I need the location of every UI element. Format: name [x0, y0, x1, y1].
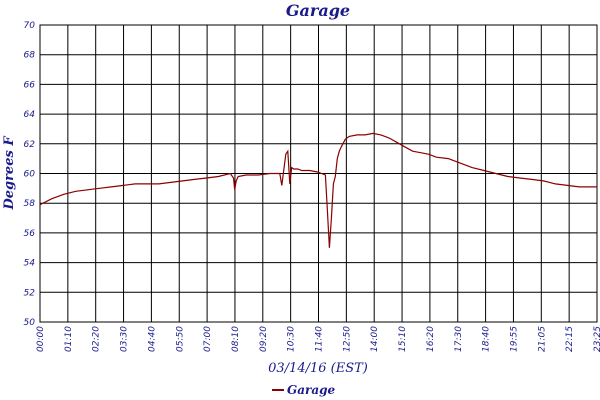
y-tick-label: 58: [24, 199, 36, 209]
y-tick-label: 66: [24, 80, 36, 90]
y-tick-label: 68: [24, 51, 36, 61]
x-tick-label: 23:25: [593, 326, 600, 352]
y-tick-label: 64: [24, 110, 36, 120]
x-tick-label: 05:50: [175, 326, 185, 352]
y-axis-label: Degrees F: [2, 136, 17, 211]
x-tick-label: 17:30: [454, 326, 464, 352]
y-tick-label: 70: [24, 21, 36, 31]
x-tick-label: 21:05: [537, 326, 547, 352]
x-tick-label: 12:50: [342, 326, 352, 352]
x-axis-label: 03/14/16 (EST): [268, 361, 368, 376]
x-tick-label: 11:40: [315, 326, 325, 352]
y-tick-label: 54: [24, 259, 36, 269]
plot-frame: [39, 24, 598, 323]
x-tick-label: 01:10: [64, 326, 74, 352]
legend-label-garage: Garage: [287, 383, 336, 397]
x-tick-label: 10:30: [287, 326, 297, 352]
x-tick-label: 00:00: [36, 326, 46, 352]
x-axis-ticks: 00:00 01:10 02:20 03:30 04:40 05:50 07:00 08:10…: [36, 326, 600, 352]
grid-lines: [40, 25, 597, 322]
y-tick-label: 50: [24, 318, 36, 328]
y-axis-ticks: 50 52 54 56 58 60 62 64 66 68 70: [24, 21, 36, 328]
y-tick-label: 62: [24, 140, 36, 150]
x-tick-label: 19:55: [509, 326, 519, 352]
x-tick-label: 09:20: [259, 326, 269, 352]
x-tick-label: 02:20: [92, 326, 102, 352]
x-tick-label: 08:10: [231, 326, 241, 352]
y-tick-label: 60: [24, 170, 36, 180]
x-tick-label: 15:10: [398, 326, 408, 352]
x-tick-label: 22:15: [565, 326, 575, 352]
x-tick-label: 07:00: [203, 326, 213, 352]
x-tick-label: 18:40: [482, 326, 492, 352]
x-tick-label: 03:30: [120, 326, 130, 352]
chart-title: Garage: [286, 1, 350, 20]
y-tick-label: 52: [24, 288, 36, 298]
x-tick-label: 14:00: [370, 326, 380, 352]
x-tick-label: 16:20: [426, 326, 436, 352]
legend: Garage: [272, 383, 336, 397]
y-tick-label: 56: [24, 229, 36, 239]
x-tick-label: 04:40: [147, 326, 157, 352]
garage-temperature-line: [39, 132, 597, 248]
